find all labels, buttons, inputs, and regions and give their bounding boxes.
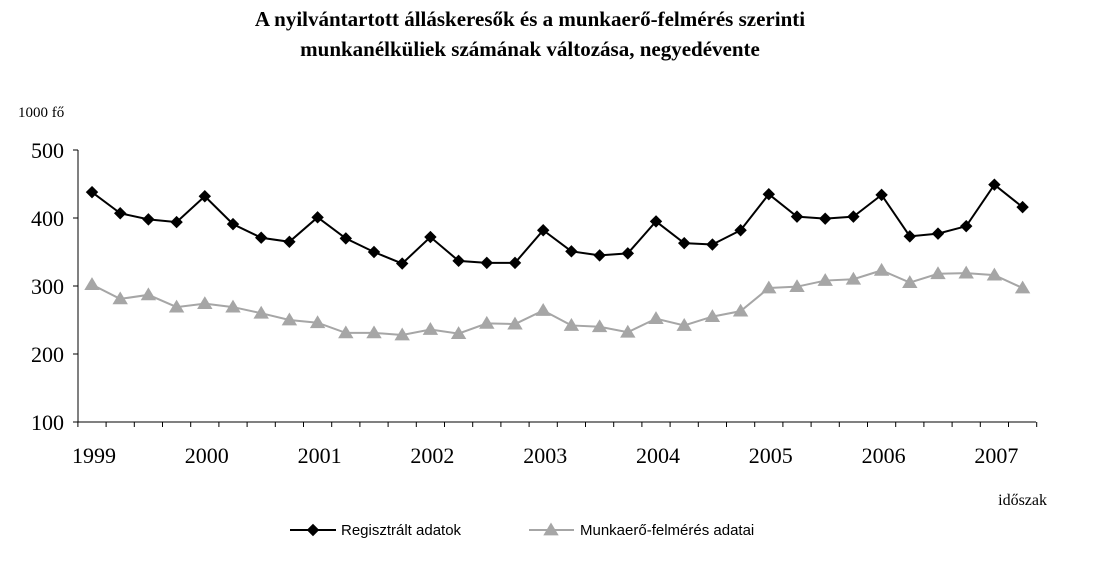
data-point [142, 213, 155, 226]
x-tick-label: 2000 [185, 443, 229, 468]
data-point [732, 303, 749, 317]
data-point [170, 215, 183, 229]
data-point [480, 256, 494, 270]
data-point [903, 230, 917, 243]
data-point [253, 305, 269, 319]
data-point [339, 232, 353, 245]
data-point [479, 315, 495, 329]
data-point [395, 257, 409, 270]
data-point [762, 187, 776, 201]
data-point [508, 256, 522, 270]
y-tick-label: 500 [31, 138, 64, 163]
y-tick-label: 400 [31, 206, 64, 231]
data-point [1014, 280, 1031, 294]
chart-axes: 100 200 300 400 500 1000 fő 1999 2000 2001 2002 20… [18, 105, 1047, 509]
chart-title-line-1: A nyilvántartott álláskeresők és a munka… [254, 7, 806, 31]
legend-marker-triangle [543, 522, 559, 536]
data-point [450, 326, 467, 339]
data-point [1016, 200, 1029, 214]
data-point [986, 267, 1003, 281]
data-point [873, 262, 890, 276]
data-point [734, 224, 747, 237]
data-point [621, 247, 635, 260]
data-point [422, 322, 439, 335]
data-point [112, 291, 128, 305]
data-point [930, 266, 946, 280]
x-tick-label: 1999 [72, 443, 116, 468]
chart-title: A nyilvántartott álláskeresők és a munka… [0, 4, 1060, 64]
series-line [91, 269, 1024, 336]
data-point [676, 317, 692, 331]
x-tick-label: 2006 [862, 443, 906, 468]
data-point [84, 277, 100, 291]
series-munkaero-felmeres [84, 262, 1031, 341]
y-tick-label: 200 [31, 342, 64, 367]
data-point [902, 275, 918, 288]
data-point [845, 271, 862, 285]
data-point [226, 217, 240, 231]
y-axis-unit-label: 1000 fő [18, 105, 64, 121]
x-tick-label: 2003 [523, 443, 567, 468]
data-point [338, 325, 354, 339]
data-point [789, 279, 805, 293]
data-point [168, 299, 185, 313]
data-point [565, 245, 578, 258]
data-point [85, 185, 99, 199]
data-point [424, 230, 437, 244]
data-point [563, 317, 580, 331]
data-point [959, 219, 973, 233]
series-regisztralt [85, 178, 1029, 270]
data-point [931, 227, 945, 240]
y-tick-label: 100 [31, 410, 64, 435]
data-point [649, 215, 663, 228]
data-point [309, 315, 326, 329]
data-point [225, 299, 241, 313]
data-point [847, 210, 860, 223]
data-point [535, 303, 551, 316]
data-point [536, 224, 550, 237]
x-tick-label: 2001 [298, 443, 342, 468]
legend-marker-diamond [306, 523, 320, 537]
data-point [790, 210, 804, 223]
data-point [591, 319, 608, 333]
data-point [648, 311, 664, 325]
legend-label: Munkaerő-felmérés adatai [580, 522, 754, 539]
data-point [507, 316, 523, 330]
data-point [817, 273, 833, 286]
data-point [761, 280, 777, 294]
data-point [677, 236, 691, 250]
data-point [704, 309, 721, 322]
x-tick-label: 2007 [974, 443, 1018, 468]
data-point [452, 254, 465, 268]
data-point [113, 207, 127, 220]
data-point [198, 190, 212, 203]
data-point [311, 211, 324, 224]
chart-series [84, 178, 1031, 341]
data-point [281, 312, 298, 326]
data-point [140, 287, 157, 301]
chart-legend: Regisztrált adatok Munkaerő-felmérés adat… [290, 522, 754, 539]
data-point [818, 212, 832, 225]
data-point [988, 178, 1001, 191]
x-tick-label: 2005 [749, 443, 793, 468]
chart-title-line-2: munkanélküliek számának változása, negye… [300, 37, 760, 61]
data-point [283, 235, 296, 249]
series-line [91, 183, 1024, 265]
x-tick-label: 2004 [636, 443, 680, 468]
data-point [958, 265, 974, 279]
data-point [197, 296, 213, 310]
data-point [593, 249, 606, 262]
data-point [367, 245, 381, 259]
data-point [875, 188, 888, 202]
x-axis-label: időszak [998, 492, 1047, 509]
data-point [366, 325, 382, 339]
legend-label: Regisztrált adatok [341, 522, 462, 539]
data-point [706, 238, 719, 251]
x-tick-label: 2002 [410, 443, 454, 468]
data-point [254, 231, 268, 244]
data-point [620, 324, 636, 338]
data-point [394, 327, 410, 341]
y-tick-label: 300 [31, 274, 64, 299]
